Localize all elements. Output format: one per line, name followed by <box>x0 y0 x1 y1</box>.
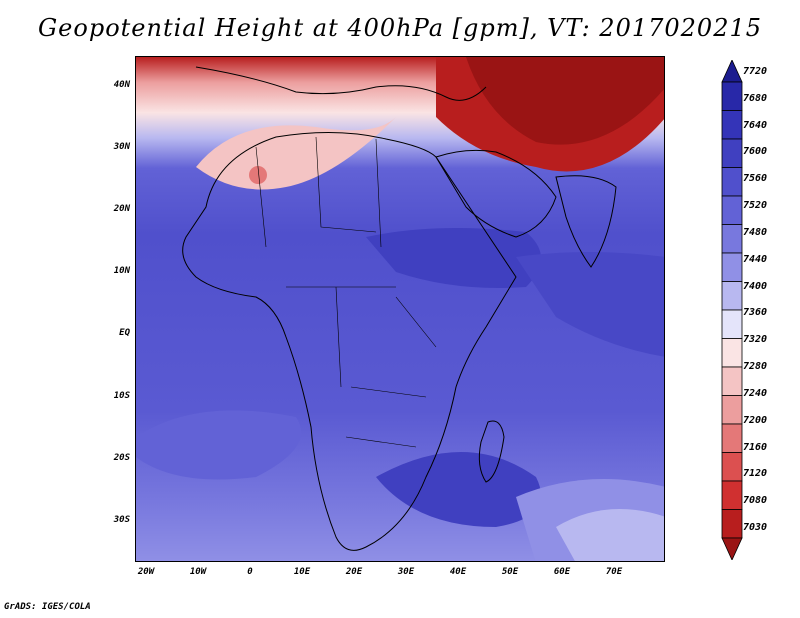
colorbar-label: 7360 <box>743 307 768 319</box>
lat-label-30s: 30S <box>113 515 130 525</box>
colorbar-label: 7680 <box>743 92 768 104</box>
lat-label-20n: 20N <box>113 204 130 214</box>
height-contour-7030 <box>466 57 664 145</box>
arabia-coastline <box>435 149 557 238</box>
colorbar-label: 7280 <box>743 361 768 373</box>
india-coastline <box>555 175 617 268</box>
colorbar-label: 7720 <box>743 66 768 77</box>
height-contour-7200 <box>249 166 267 184</box>
colorbar-box <box>721 423 743 453</box>
colorbar-bottom-triangle <box>721 537 743 560</box>
lat-label-10s: 10S <box>113 391 130 401</box>
colorbar-label: 7160 <box>743 441 768 453</box>
lon-label-0: 0 <box>247 567 253 577</box>
lon-label-70e: 70E <box>605 567 623 577</box>
colorbar-label: 7200 <box>743 414 768 426</box>
country-borders <box>255 136 437 448</box>
colorbar-label: 7520 <box>743 200 768 212</box>
africa-coastline <box>182 131 517 551</box>
colorbar-label: 7120 <box>743 468 768 480</box>
colorbar-label: 7400 <box>743 280 768 292</box>
lon-label-40e: 40E <box>449 567 467 577</box>
lon-label-20w: 20W <box>137 567 155 577</box>
height-contour-7280 <box>196 117 396 190</box>
colorbar-label: 7320 <box>743 334 768 346</box>
colorbar-box <box>721 452 743 482</box>
height-contour-7600-east <box>516 252 664 357</box>
lon-label-50e: 50E <box>501 567 519 577</box>
colorbar-label: 7600 <box>743 146 768 158</box>
lat-label-eq: EQ <box>119 328 130 338</box>
colorbar-box <box>721 224 743 254</box>
height-contour-7400 <box>556 509 664 561</box>
map-panel <box>135 56 665 562</box>
colorbar-box <box>721 281 743 311</box>
colorbar-box <box>721 195 743 225</box>
lon-label-10w: 10W <box>189 567 207 577</box>
europe-coastline <box>195 66 487 101</box>
colorbar-label: 7480 <box>743 226 768 238</box>
colorbar-box <box>721 167 743 197</box>
colorbar-label: 7080 <box>743 495 768 507</box>
lat-label-30n: 30N <box>113 142 130 152</box>
colorbar-box <box>721 395 743 425</box>
colorbar-box <box>721 252 743 282</box>
lon-label-10e: 10E <box>293 567 311 577</box>
map-title: Geopotential Height at 400hPa [gpm], VT:… <box>38 14 762 42</box>
colorbar-box <box>721 509 743 539</box>
colorbar-box <box>721 110 743 140</box>
lat-label-40n: 40N <box>113 80 130 90</box>
colorbar-box <box>721 138 743 168</box>
colorbar <box>721 60 743 560</box>
lon-label-30e: 30E <box>397 567 415 577</box>
colorbar-label: 7560 <box>743 173 768 185</box>
colorbar-top-triangle <box>721 60 743 83</box>
colorbar-label: 7030 <box>743 522 768 533</box>
colorbar-box <box>721 480 743 510</box>
lon-label-60e: 60E <box>553 567 571 577</box>
colorbar-box <box>721 366 743 396</box>
lon-label-20e: 20E <box>345 567 363 577</box>
colorbar-box <box>721 309 743 339</box>
colorbar-label: 7640 <box>743 119 768 131</box>
credit-label: GrADS: IGES/COLA <box>4 602 91 612</box>
colorbar-box <box>721 338 743 368</box>
height-contour-7600 <box>366 228 541 288</box>
colorbar-label: 7440 <box>743 253 768 265</box>
height-contour-7520 <box>136 410 301 480</box>
lat-label-10n: 10N <box>113 266 130 276</box>
madagascar-coastline <box>478 420 505 483</box>
colorbar-box <box>721 81 743 111</box>
lat-label-20s: 20S <box>113 453 130 463</box>
colorbar-label: 7240 <box>743 387 768 399</box>
height-contour-7600-south <box>376 452 541 527</box>
geopotential-map <box>136 57 664 561</box>
